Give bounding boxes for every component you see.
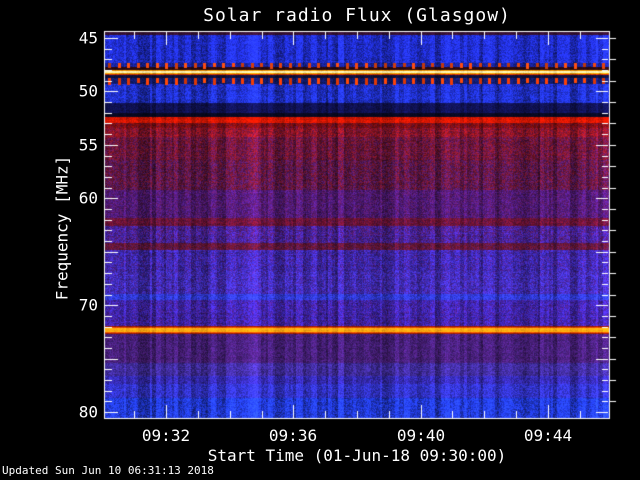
y-tick-label: 60 bbox=[78, 188, 98, 208]
y-tick-label: 55 bbox=[78, 135, 98, 155]
x-tick-label: 09:36 bbox=[268, 426, 318, 445]
x-tick-label: 09:40 bbox=[396, 426, 446, 445]
chart-title: Solar radio Flux (Glasgow) bbox=[203, 5, 511, 26]
x-tick-label: 09:44 bbox=[523, 426, 573, 445]
y-tick-label: 45 bbox=[78, 28, 98, 48]
y-tick-label: 70 bbox=[78, 295, 98, 315]
y-tick-label: 80 bbox=[78, 402, 98, 422]
y-tick-label: 50 bbox=[78, 81, 98, 101]
x-axis-label: Start Time (01-Jun-18 09:30:00) bbox=[207, 446, 507, 465]
x-tick-label: 09:32 bbox=[141, 426, 191, 445]
updated-timestamp: Updated Sun Jun 10 06:31:13 2018 bbox=[2, 464, 214, 477]
y-axis-label: Frequency [MHz] bbox=[52, 155, 72, 301]
